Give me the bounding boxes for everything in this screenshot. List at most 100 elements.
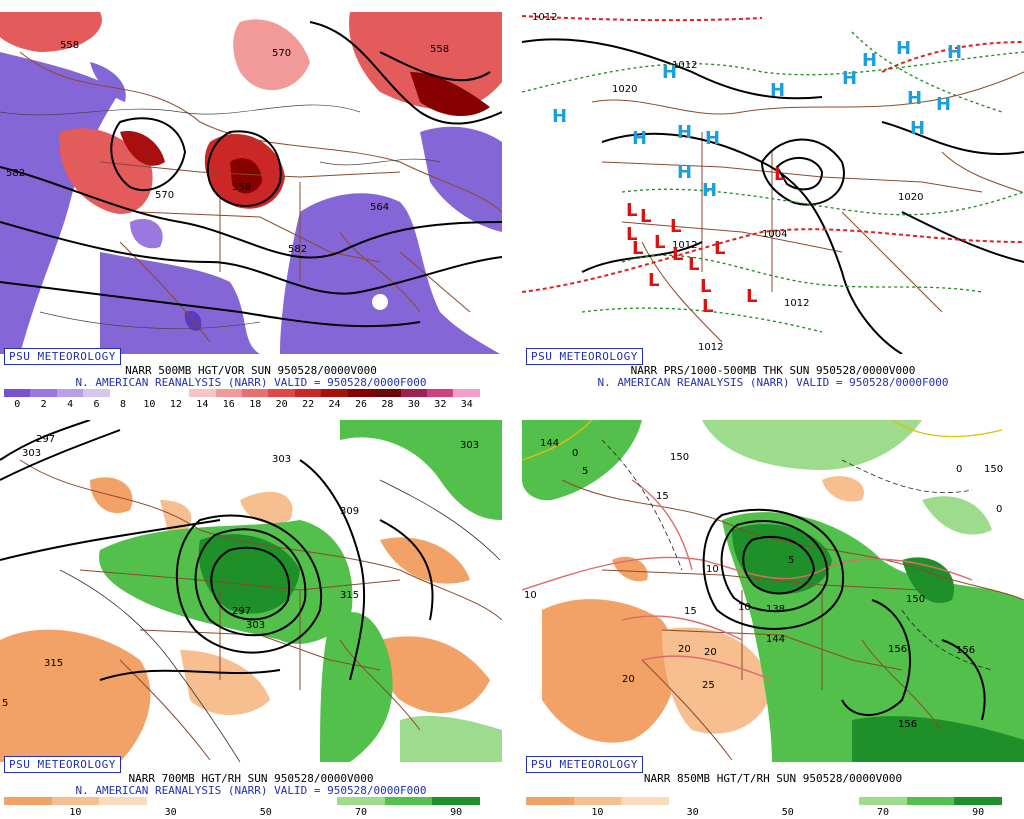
high-pressure-marker: H	[702, 180, 718, 201]
colorbar-swatch	[347, 389, 375, 397]
colorbar-tick-label: 30	[686, 807, 699, 818]
low-pressure-marker: L	[714, 238, 726, 259]
colorbar-tick-label: 24	[328, 399, 341, 410]
colorbar-ticks: 0 2 4 6 8 10 12 14 16 18 20 22 24 26 28 30 32 34	[4, 399, 480, 411]
colorbar-swatch	[109, 389, 137, 397]
high-pressure-marker: H	[770, 80, 786, 101]
contour-label: 20	[704, 647, 717, 658]
contour-label: 297	[232, 606, 251, 617]
colorbar-swatch	[453, 389, 480, 397]
panel-850mb-temp-rh: 144 150 150 5 15 10 15 20 10 20 25 20 13…	[522, 420, 1024, 818]
panel-700mb-rh: 297 303 303 309 303 315 297 303 315 5 PS…	[0, 420, 502, 818]
contour-label: 0	[996, 504, 1002, 515]
contour-label: 1012	[672, 60, 697, 71]
contour-label: 558	[430, 44, 449, 55]
contour-label: 570	[272, 48, 291, 59]
contour-label: 144	[540, 438, 559, 449]
high-pressure-marker: H	[677, 122, 693, 143]
colorbar-swatch	[83, 389, 110, 397]
colorbar-swatch	[526, 797, 574, 805]
contour-label: 25	[702, 680, 715, 691]
contour-label: 303	[22, 448, 41, 459]
colorbar-swatch	[811, 797, 860, 805]
low-pressure-marker: L	[632, 238, 644, 259]
low-pressure-marker: L	[626, 200, 638, 221]
colorbar-swatch	[241, 797, 290, 805]
low-pressure-marker: L	[688, 254, 700, 275]
colorbar-swatch	[194, 797, 242, 805]
contour-label: 5	[788, 555, 794, 566]
colorbar-swatch	[241, 389, 269, 397]
contour-label: 0	[572, 448, 578, 459]
colorbar-swatch	[621, 797, 669, 805]
contour-label: 558	[232, 182, 251, 193]
colorbar-swatch	[374, 389, 401, 397]
product-title: NARR PRS/1000-500MB THK SUN 950528/0000V…	[630, 364, 916, 377]
low-pressure-marker: L	[640, 206, 652, 227]
contour-label: 1012	[672, 240, 697, 251]
colorbar-swatch	[4, 797, 52, 805]
high-pressure-marker: H	[705, 128, 721, 149]
low-pressure-marker: L	[654, 232, 666, 253]
high-pressure-marker: H	[896, 38, 912, 59]
contour-label: 582	[6, 168, 25, 179]
psu-meteorology-badge: PSU METEOROLOGY	[526, 756, 643, 773]
colorbar-vorticity	[4, 389, 480, 397]
colorbar-tick-label: 0	[14, 399, 21, 410]
map-500mb-vorticity: 558 570 558 582 582 558 570 564	[0, 12, 502, 354]
colorbar-swatch	[337, 797, 385, 805]
panel-pressure-thickness: 1012 1020 1012 1004 1012 1012 1020 1012 …	[522, 12, 1024, 410]
colorbar-tick-label: 50	[259, 807, 272, 818]
contour-label: 156	[898, 719, 917, 730]
contour-label: 156	[888, 644, 907, 655]
valid-time-line: N. AMERICAN REANALYSIS (NARR) VALID = 95…	[75, 784, 427, 797]
colorbar-tick-label: 20	[275, 399, 288, 410]
product-title: NARR 500MB HGT/VOR SUN 950528/0000V000	[125, 364, 377, 377]
colorbar-tick-label: 4	[67, 399, 74, 410]
contour-label: 1012	[784, 298, 809, 309]
colorbar-tick-label: 50	[781, 807, 794, 818]
psu-meteorology-badge: PSU METEOROLOGY	[526, 348, 643, 365]
low-pressure-marker: L	[702, 296, 714, 317]
colorbar-tick-label: 34	[460, 399, 473, 410]
colorbar-swatch	[215, 389, 242, 397]
valid-time-line: N. AMERICAN REANALYSIS (NARR) VALID = 95…	[597, 376, 949, 389]
map-700mb-rh: 297 303 303 309 303 315 297 303 315 5	[0, 420, 502, 762]
high-pressure-marker: H	[947, 42, 963, 63]
low-pressure-marker: L	[648, 270, 660, 291]
colorbar-tick-label: 28	[381, 399, 394, 410]
colorbar-swatch	[294, 389, 322, 397]
contour-label: 558	[60, 40, 79, 51]
contour-label: 138	[766, 604, 785, 615]
contour-label: 15	[656, 491, 669, 502]
low-pressure-marker: L	[700, 276, 712, 297]
low-pressure-marker: L	[746, 286, 758, 307]
colorbar-tick-label: 90	[972, 807, 985, 818]
colorbar-swatch	[56, 389, 84, 397]
contour-label: 582	[288, 244, 307, 255]
valid-time-line: N. AMERICAN REANALYSIS (NARR) VALID = 95…	[75, 376, 427, 389]
colorbar-ticks: 10 30 50 70 90	[4, 807, 480, 819]
high-pressure-marker: H	[907, 88, 923, 109]
contour-label: 10	[706, 564, 719, 575]
colorbar-swatch	[268, 389, 295, 397]
colorbar-swatch	[573, 797, 622, 805]
colorbar-tick-label: 10	[143, 399, 156, 410]
contour-label: 303	[460, 440, 479, 451]
colorbar-tick-label: 32	[434, 399, 447, 410]
contour-label: 20	[622, 674, 635, 685]
colorbar-swatch	[99, 797, 147, 805]
colorbar-tick-label: 22	[302, 399, 315, 410]
contour-label: 156	[956, 645, 975, 656]
contour-label: 315	[44, 658, 63, 669]
contour-label: 564	[370, 202, 389, 213]
colorbar-tick-label: 2	[40, 399, 47, 410]
contour-label: 1020	[612, 84, 637, 95]
high-pressure-marker: H	[662, 62, 678, 83]
contour-label: 10	[524, 590, 537, 601]
colorbar-swatch	[4, 389, 31, 397]
colorbar-tick-label: 70	[354, 807, 368, 818]
contour-label: 303	[246, 620, 265, 631]
panel-500mb-vorticity: 558 570 558 582 582 558 570 564 PSU METE…	[0, 12, 502, 410]
contour-label: 1004	[762, 229, 787, 240]
